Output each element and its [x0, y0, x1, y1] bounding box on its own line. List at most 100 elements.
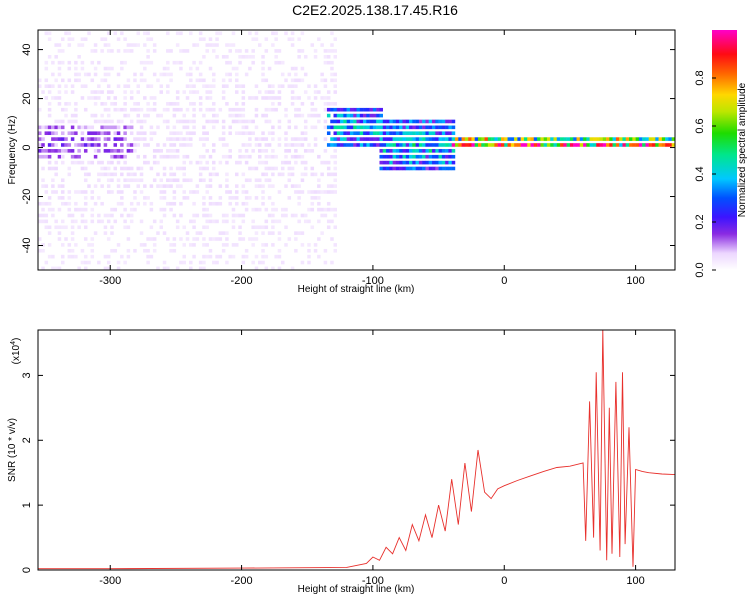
spectrogram-cell: [481, 143, 485, 147]
spectrogram-cell: [166, 90, 170, 94]
spectrogram-cell: [261, 243, 265, 247]
spectrogram-cell: [264, 119, 269, 124]
spectrogram-cell: [113, 131, 118, 136]
spectrogram-cell: [198, 102, 203, 106]
spectrogram-cell: [261, 248, 265, 253]
spectrogram-cell: [418, 154, 423, 159]
spectrogram-cell: [313, 55, 318, 59]
spectrogram-cell: [228, 60, 232, 65]
spectrogram-cell: [136, 201, 141, 206]
spectrogram-cell: [366, 137, 370, 141]
spectrogram-cell: [54, 149, 58, 153]
colorbar-tick-label: 0.6: [694, 118, 706, 133]
spectrogram-cell: [182, 225, 186, 230]
spectrogram-cell: [44, 213, 49, 218]
spectrogram-cell: [330, 184, 334, 188]
spectrogram-cell: [254, 84, 259, 88]
spectrogram-cell: [93, 137, 98, 141]
spectrogram-cell: [93, 102, 98, 106]
spectrogram-cell: [254, 196, 259, 200]
spectrogram-cell: [261, 66, 265, 71]
spectrogram-cell: [432, 143, 436, 147]
spectrogram-cell: [326, 219, 331, 224]
spectrogram-cell: [100, 125, 104, 130]
spectrogram-cell: [64, 225, 68, 230]
spectrogram-cell: [51, 125, 55, 130]
spectrogram-cell: [113, 102, 118, 106]
spectrogram-cell: [113, 125, 118, 130]
spectrogram-cell: [113, 31, 118, 36]
spectrogram-cell: [241, 119, 246, 124]
spectrogram-cell: [77, 160, 81, 165]
spectrogram-cell: [205, 243, 209, 247]
spectrogram-cell: [47, 84, 52, 88]
spectrogram-cell: [261, 184, 265, 188]
spectrogram-cell: [51, 254, 55, 259]
colorbar-tick-label: 0.2: [694, 214, 706, 229]
spectrogram-cell: [323, 102, 328, 106]
spectrogram-cell: [97, 60, 101, 65]
spectrogram-cell: [622, 143, 626, 147]
spectrogram-cell: [103, 131, 108, 136]
spectrogram-cell: [162, 196, 167, 200]
spectrogram-cell: [80, 84, 85, 88]
spectrogram-cell: [527, 137, 531, 141]
spectrogram-cell: [120, 107, 124, 112]
spectrogram-cell: [143, 201, 147, 206]
spectrogram-cell: [287, 37, 292, 41]
spectrogram-cell: [218, 237, 223, 241]
spectrogram-cell: [280, 60, 285, 65]
spectrogram-cell: [185, 154, 190, 159]
spectrogram-cell: [474, 143, 479, 147]
spectrogram-cell: [257, 154, 262, 159]
spectrogram-cell: [182, 196, 186, 200]
spectrogram-cell: [218, 107, 223, 112]
spectrogram-cell: [208, 196, 213, 200]
spectrogram-cell: [47, 102, 52, 106]
spectrogram-cell: [100, 119, 104, 124]
spectrogram-cell: [448, 160, 452, 165]
spectrogram-cell: [74, 160, 78, 165]
spectrogram-cell: [238, 149, 242, 153]
spectrogram-cell: [363, 131, 367, 136]
spectrogram-cell: [87, 260, 91, 265]
spectrogram-cell: [271, 125, 275, 130]
spectrogram-cell: [228, 149, 232, 153]
spectrogram-cell: [116, 119, 121, 124]
spectrogram-cell: [317, 37, 321, 41]
spectrogram-cell: [106, 166, 111, 171]
spectrogram-cell: [152, 248, 157, 253]
spectrogram-cell: [510, 137, 515, 141]
spectrogram-cell: [120, 201, 124, 206]
spectrogram-cell: [369, 119, 374, 124]
spectrogram-cell: [596, 137, 600, 141]
spectrogram-cell: [83, 37, 88, 41]
spectrogram-cell: [274, 37, 278, 41]
spectrogram-cell: [159, 84, 163, 88]
spectrogram-cell: [353, 143, 357, 147]
spectrogram-cell: [290, 154, 295, 159]
spectrogram-cell: [172, 102, 177, 106]
spectrogram-cell: [441, 166, 446, 171]
spectrogram-cell: [333, 154, 338, 159]
spectrogram-cell: [221, 96, 226, 100]
spectrogram-cell: [267, 90, 272, 94]
colorbar-label: Normalized spectral amplitude: [737, 82, 748, 217]
spectrogram-cell: [294, 231, 298, 235]
spectrogram-cell: [277, 231, 282, 235]
spectrogram-cell: [162, 72, 167, 77]
spectrogram-cell: [310, 207, 315, 212]
spectrogram-cell: [139, 231, 144, 235]
spectrogram-cell: [238, 107, 242, 112]
spectrogram-cell: [261, 78, 265, 83]
spectrogram-cell: [359, 143, 364, 147]
spectrogram-cell: [313, 248, 318, 253]
spectrogram-cell: [372, 143, 377, 147]
spectrogram-cell: [185, 49, 190, 53]
spectrogram-cell: [41, 125, 45, 130]
spectrogram-cell: [212, 84, 216, 88]
spectrogram-cell: [185, 96, 190, 100]
spectrogram-cell: [87, 96, 91, 100]
